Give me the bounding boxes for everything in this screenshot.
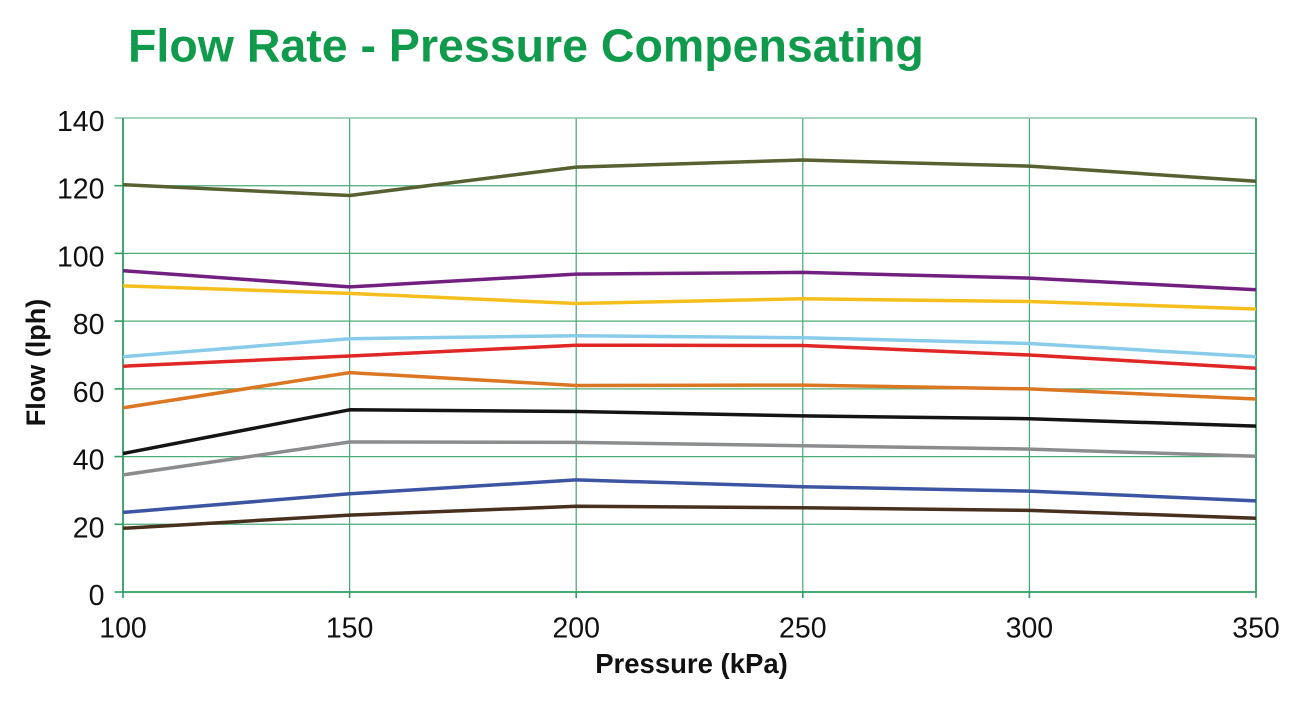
svg-text:0: 0 — [89, 580, 105, 612]
svg-text:120: 120 — [57, 174, 105, 206]
svg-text:100: 100 — [57, 241, 105, 273]
svg-text:300: 300 — [1006, 613, 1054, 645]
svg-text:80: 80 — [73, 309, 105, 341]
svg-text:60: 60 — [73, 377, 105, 409]
svg-text:250: 250 — [779, 613, 827, 645]
svg-text:150: 150 — [326, 613, 374, 645]
svg-text:350: 350 — [1232, 613, 1280, 645]
svg-text:100: 100 — [99, 613, 147, 645]
svg-text:200: 200 — [552, 613, 600, 645]
svg-text:Pressure (kPa): Pressure (kPa) — [595, 648, 788, 679]
svg-text:140: 140 — [57, 106, 105, 138]
svg-text:Flow Rate - Pressure Compensat: Flow Rate - Pressure Compensating — [128, 19, 924, 71]
svg-text:40: 40 — [73, 445, 105, 477]
svg-text:Flow (lph): Flow (lph) — [21, 299, 51, 426]
svg-text:20: 20 — [73, 512, 105, 544]
